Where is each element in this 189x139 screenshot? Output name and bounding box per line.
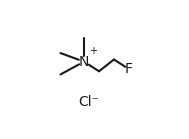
Text: N: N (79, 55, 89, 69)
Text: +: + (89, 46, 97, 56)
Text: F: F (125, 62, 133, 76)
Text: Cl⁻: Cl⁻ (78, 95, 99, 109)
